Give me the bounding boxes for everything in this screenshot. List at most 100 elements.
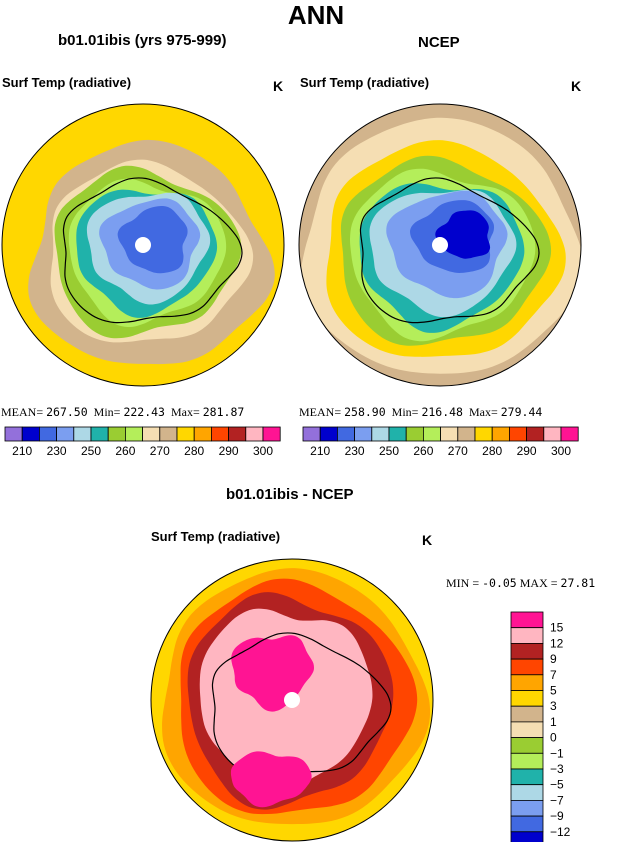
model-colorbar-swatch [159,426,178,442]
model-map-contour-level [117,206,188,274]
obs-map-pole-marker [432,237,448,253]
obs-colorbar-tick-label: 280 [482,444,502,458]
obs-colorbar: 210 230 250 260 270 280 290 300 [302,426,579,458]
diff-colorbar-swatch [510,800,544,817]
obs-map-contour-level [435,210,491,259]
diff-map-boundary [150,558,434,842]
model-colorbar: 210 230 250 260 270 280 290 300 [4,426,281,458]
diff-colorbar-tick-label: 5 [550,684,557,698]
obs-variable-label: Surf Temp (radiative) [300,75,430,90]
model-colorbar-swatch [125,426,144,442]
diff-colorbar-tick-label: −1 [550,746,564,760]
model-colorbar-swatch [39,426,58,442]
diff-colorbar-tick-label: 15 [550,621,564,635]
diff-colorbar-tick-label: 3 [550,699,557,713]
diff-colorbar-tick-label: −9 [550,809,564,823]
model-colorbar-tick-label: 210 [12,444,32,458]
model-colorbar-swatch [107,426,126,442]
obs-colorbar-swatch [354,426,373,442]
diff-colorbar-tick-label: 9 [550,652,557,666]
model-units-label: K [273,78,284,94]
diff-colorbar-swatch [510,815,544,833]
obs-colorbar-swatch [440,426,459,442]
diff-colorbar-swatch [510,737,544,754]
obs-colorbar-swatch [388,426,407,442]
diff-colorbar-tick-label: −5 [550,778,564,792]
model-colorbar-tick-label: 260 [115,444,135,458]
obs-colorbar-swatch [319,426,338,442]
obs-colorbar-tick-label: 250 [379,444,399,458]
model-panel-title: b01.01ibis (yrs 975-999) [58,32,227,49]
diff-colorbar-tick-label: 12 [550,636,564,650]
obs-colorbar-tick-label: 210 [310,444,330,458]
model-colorbar-tick-label: 230 [47,444,67,458]
model-map-boundary [1,103,285,387]
diff-colorbar-swatch [510,768,544,786]
model-colorbar-tick-label: 270 [150,444,170,458]
obs-colorbar-swatch [543,426,562,442]
obs-panel-title: NCEP [418,34,460,51]
diff-colorbar-swatch [510,611,544,629]
figure-title: ANN [287,0,345,30]
diff-colorbar-swatch [510,658,544,676]
obs-map-coastline [359,177,540,324]
obs-colorbar-swatch [336,426,355,442]
model-colorbar-swatch [21,426,40,442]
obs-colorbar-swatch [508,426,527,442]
obs-stats: MEAN= 258.90 Min= 216.48 Max= 279.44 [299,405,543,419]
obs-colorbar-tick-label: 260 [413,444,433,458]
diff-colorbar-tick-label: −7 [550,793,564,807]
diff-stats: MIN = -0.05 MAX = 27.81 [446,576,596,590]
model-colorbar-swatch [73,426,92,442]
diff-map-contour-level [230,751,312,808]
diff-units-label: K [422,532,433,548]
diff-map-coastline [211,632,392,779]
obs-colorbar-swatch [526,426,545,442]
diff-polar-map [151,559,433,841]
model-colorbar-tick-label: 290 [219,444,239,458]
obs-colorbar-tick-label: 290 [517,444,537,458]
model-colorbar-tick-label: 250 [81,444,101,458]
obs-map-boundary [298,103,582,387]
diff-map-pole-marker [284,692,300,708]
obs-colorbar-swatch [560,426,579,442]
diff-colorbar-tick-label: 0 [550,731,557,745]
diff-panel-title: b01.01ibis - NCEP [226,486,354,503]
diff-colorbar-swatch [510,674,544,691]
model-colorbar-swatch [193,426,212,442]
obs-colorbar-swatch [405,426,424,442]
model-colorbar-swatch [4,426,23,442]
model-colorbar-tick-label: 280 [184,444,204,458]
obs-colorbar-swatch [491,426,510,442]
model-colorbar-swatch [176,426,195,442]
model-map-pole-marker [135,237,151,253]
diff-colorbar-tick-label: 1 [550,715,557,729]
obs-colorbar-swatch [457,426,476,442]
obs-colorbar-swatch [422,426,441,442]
diff-colorbar-swatch [510,690,544,707]
model-colorbar-swatch [262,426,281,442]
model-colorbar-swatch [210,426,229,442]
diff-colorbar-tick-label: −15 [550,841,571,842]
obs-colorbar-tick-label: 300 [551,444,571,458]
model-colorbar-swatch [142,426,161,442]
model-map-coastline [62,177,243,324]
diff-colorbar-swatch [510,705,544,723]
model-colorbar-tick-label: 300 [253,444,273,458]
model-polar-map [2,104,284,386]
obs-colorbar-tick-label: 230 [345,444,365,458]
obs-colorbar-swatch [302,426,321,442]
diff-colorbar-swatch [510,784,544,801]
obs-colorbar-swatch [371,426,390,442]
obs-polar-map [299,104,581,386]
diff-variable-label: Surf Temp (radiative) [151,529,281,544]
diff-colorbar-swatch [510,721,544,739]
obs-colorbar-swatch [474,426,493,442]
model-colorbar-swatch [245,426,264,442]
model-stats: MEAN= 267.50 Min= 222.43 Max= 281.87 [1,405,245,419]
model-colorbar-swatch [228,426,247,442]
obs-units-label: K [571,78,582,94]
model-colorbar-swatch [90,426,109,442]
